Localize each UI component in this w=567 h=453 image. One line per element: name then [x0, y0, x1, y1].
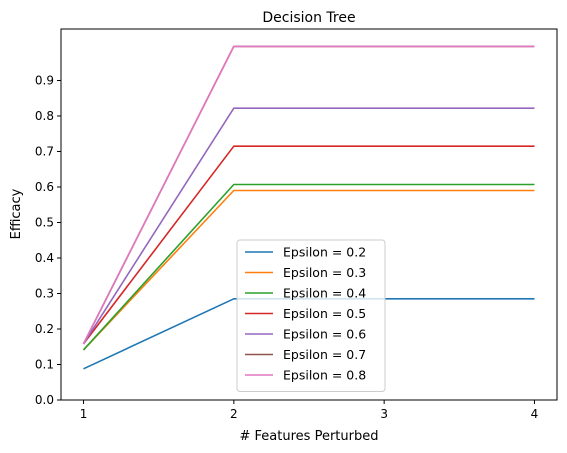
y-tick-label: 0.3 [35, 286, 54, 300]
x-tick-label: 1 [80, 407, 88, 421]
x-tick-label: 4 [531, 407, 539, 421]
series-line [82, 189, 535, 351]
y-tick-label: 0.5 [35, 215, 54, 229]
legend-label: Epsilon = 0.5 [283, 306, 366, 321]
plot-frame [60, 28, 558, 401]
legend-box [236, 239, 386, 392]
series-line [82, 145, 535, 345]
x-axis-label: # Features Perturbed [240, 429, 379, 444]
legend-label: Epsilon = 0.7 [283, 347, 366, 362]
y-tick-label: 0.4 [35, 251, 54, 265]
x-tick-label: 2 [230, 407, 238, 421]
y-tick-label: 0.8 [35, 109, 54, 123]
y-tick-label: 0.6 [35, 180, 54, 194]
series-line [82, 45, 535, 345]
axis-ticks: 1 2 3 4 0.0 0.1 0.2 0.3 0.4 0.5 0.6 0.7 0.8 0.9 [35, 73, 538, 421]
legend-label: Epsilon = 0.4 [283, 286, 366, 301]
series-line [82, 183, 535, 351]
y-tick-label: 0.2 [35, 322, 54, 336]
chart-title: Decision Tree [262, 10, 355, 26]
legend-label: Epsilon = 0.8 [283, 368, 366, 383]
y-tick-label: 0.9 [35, 73, 54, 87]
y-tick-label: 0.1 [35, 357, 54, 371]
y-axis-label: Efficacy [9, 188, 24, 239]
legend: Epsilon = 0.2 Epsilon = 0.3 Epsilon = 0.4 E… [236, 239, 386, 392]
x-tick-label: 3 [380, 407, 388, 421]
legend-label: Epsilon = 0.6 [283, 327, 366, 342]
legend-label: Epsilon = 0.2 [283, 245, 366, 260]
legend-label: Epsilon = 0.3 [283, 265, 366, 280]
series-line [82, 107, 535, 345]
y-tick-label: 0.7 [35, 144, 54, 158]
y-tick-label: 0.0 [35, 393, 54, 407]
